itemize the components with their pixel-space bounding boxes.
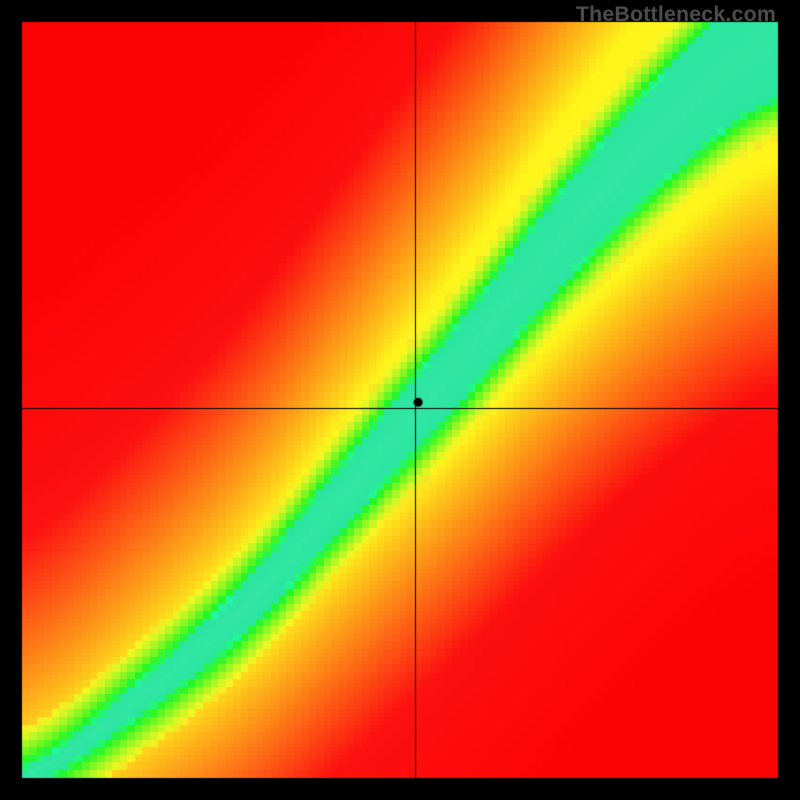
bottleneck-heatmap	[0, 0, 800, 800]
attribution-label: TheBottleneck.com	[576, 2, 776, 27]
